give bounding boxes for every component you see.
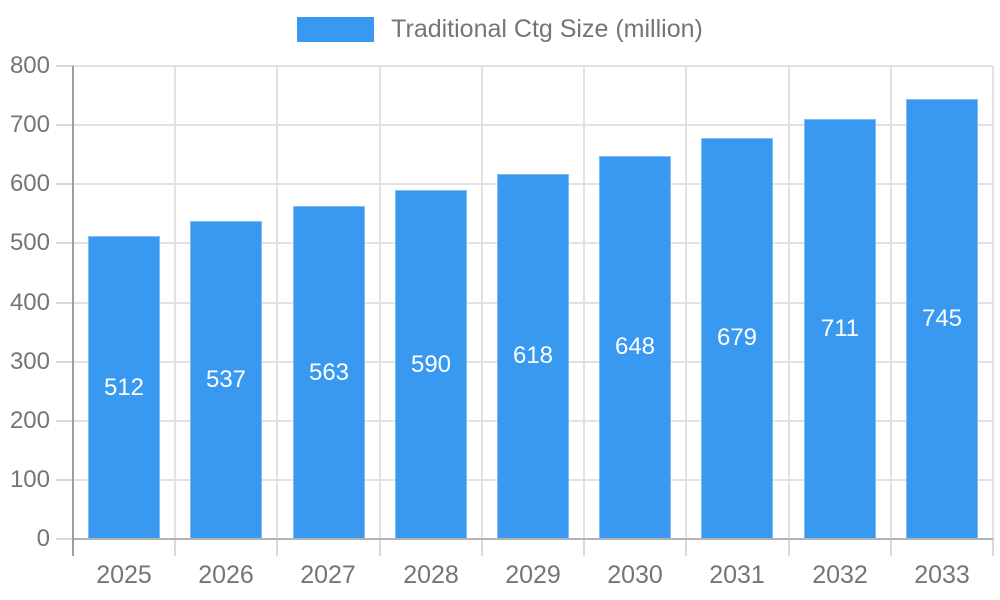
y-axis-tick [56,183,73,185]
y-axis-tick [56,538,73,540]
bar[interactable] [497,174,569,539]
y-axis-tick [56,65,73,67]
x-axis-tick [992,539,994,556]
bar-value-label: 618 [512,342,554,369]
bar-value-label: 563 [308,359,350,386]
y-axis-tick [56,479,73,481]
h-gridline [73,65,993,67]
v-gridline [583,66,585,539]
v-gridline [481,66,483,539]
y-axis-tick [56,124,73,126]
y-axis-label: 800 [9,52,50,79]
bar-value-label: 711 [820,315,860,342]
x-axis-tick [685,539,687,556]
x-axis-label: 2026 [198,561,254,589]
bar-value-label: 745 [921,305,963,332]
bar[interactable] [190,221,262,539]
bar[interactable] [599,156,671,539]
x-axis-tick [890,539,892,556]
bar-value-label: 537 [205,366,247,393]
x-axis-line [73,538,993,540]
bar-value-label: 648 [614,333,656,360]
x-axis-tick [788,539,790,556]
x-axis-label: 2025 [96,561,152,589]
x-axis-tick [379,539,381,556]
x-axis-label: 2027 [300,561,356,589]
y-axis-line [72,66,74,556]
v-gridline [174,66,176,539]
y-axis-tick [56,242,73,244]
x-axis-label: 2030 [607,561,663,589]
y-axis-label: 100 [9,466,50,493]
bar[interactable] [701,138,773,539]
v-gridline [992,66,994,539]
x-axis-label: 2029 [505,561,561,589]
x-axis-label: 2032 [812,561,868,589]
y-axis-tick [56,302,73,304]
x-axis-tick [276,539,278,556]
bar-value-label: 679 [716,324,758,351]
x-axis-tick [481,539,483,556]
x-axis-label: 2033 [914,561,970,589]
v-gridline [276,66,278,539]
x-axis-tick [583,539,585,556]
x-axis-label: 2028 [403,561,459,589]
y-axis-label: 500 [9,229,50,256]
v-gridline [685,66,687,539]
bar-value-label: 512 [103,374,145,401]
bar[interactable] [906,99,978,539]
v-gridline [379,66,381,539]
x-axis-tick [174,539,176,556]
y-axis-tick [56,420,73,422]
y-axis-label: 700 [9,111,50,138]
legend-label: Traditional Ctg Size (million) [391,14,703,43]
x-axis-label: 2031 [709,561,765,589]
bar[interactable] [293,206,365,539]
bar-value-label: 590 [410,351,452,378]
v-gridline [788,66,790,539]
h-gridline [73,124,993,126]
bar[interactable] [395,190,467,539]
legend-swatch [297,16,375,42]
bar[interactable] [804,119,876,539]
v-gridline [890,66,892,539]
y-axis-label: 0 [36,525,50,552]
y-axis-label: 200 [9,407,50,434]
y-axis-label: 400 [9,289,50,316]
y-axis-label: 600 [9,170,50,197]
y-axis-tick [56,361,73,363]
y-axis-label: 300 [9,348,50,375]
legend-item[interactable]: Traditional Ctg Size (million) [0,13,1000,45]
